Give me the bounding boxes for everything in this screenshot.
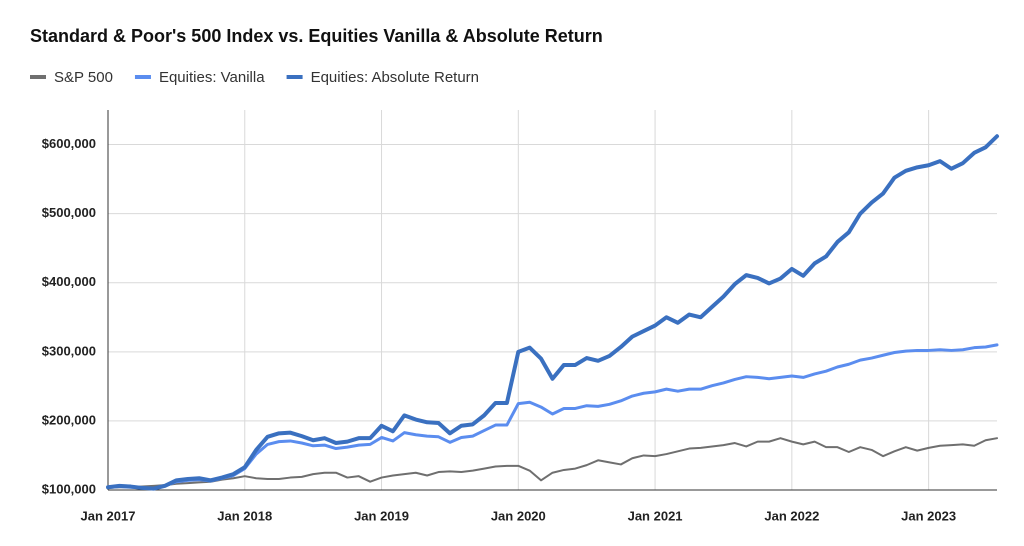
legend-label: Equities: Absolute Return xyxy=(311,69,479,86)
legend-label: S&P 500 xyxy=(54,69,113,86)
x-tick-label: Jan 2022 xyxy=(764,508,819,523)
x-tick-label: Jan 2017 xyxy=(81,508,136,523)
y-tick-label: $200,000 xyxy=(42,412,96,427)
y-tick-label: $300,000 xyxy=(42,343,96,358)
series-line xyxy=(106,343,999,491)
y-tick-label: $400,000 xyxy=(42,274,96,289)
series-line xyxy=(106,134,999,491)
x-tick-label: Jan 2023 xyxy=(901,508,956,523)
x-tick-label: Jan 2019 xyxy=(354,508,409,523)
y-tick-label: $100,000 xyxy=(42,481,96,496)
series-line xyxy=(107,437,998,489)
y-tick-label: $600,000 xyxy=(42,136,96,151)
x-tick-label: Jan 2020 xyxy=(491,508,546,523)
x-tick-label: Jan 2021 xyxy=(628,508,683,523)
y-tick-label: $500,000 xyxy=(42,205,96,220)
legend-label: Equities: Vanilla xyxy=(159,69,265,86)
x-tick-label: Jan 2018 xyxy=(217,508,272,523)
chart-title: Standard & Poor's 500 Index vs. Equities… xyxy=(30,26,603,46)
